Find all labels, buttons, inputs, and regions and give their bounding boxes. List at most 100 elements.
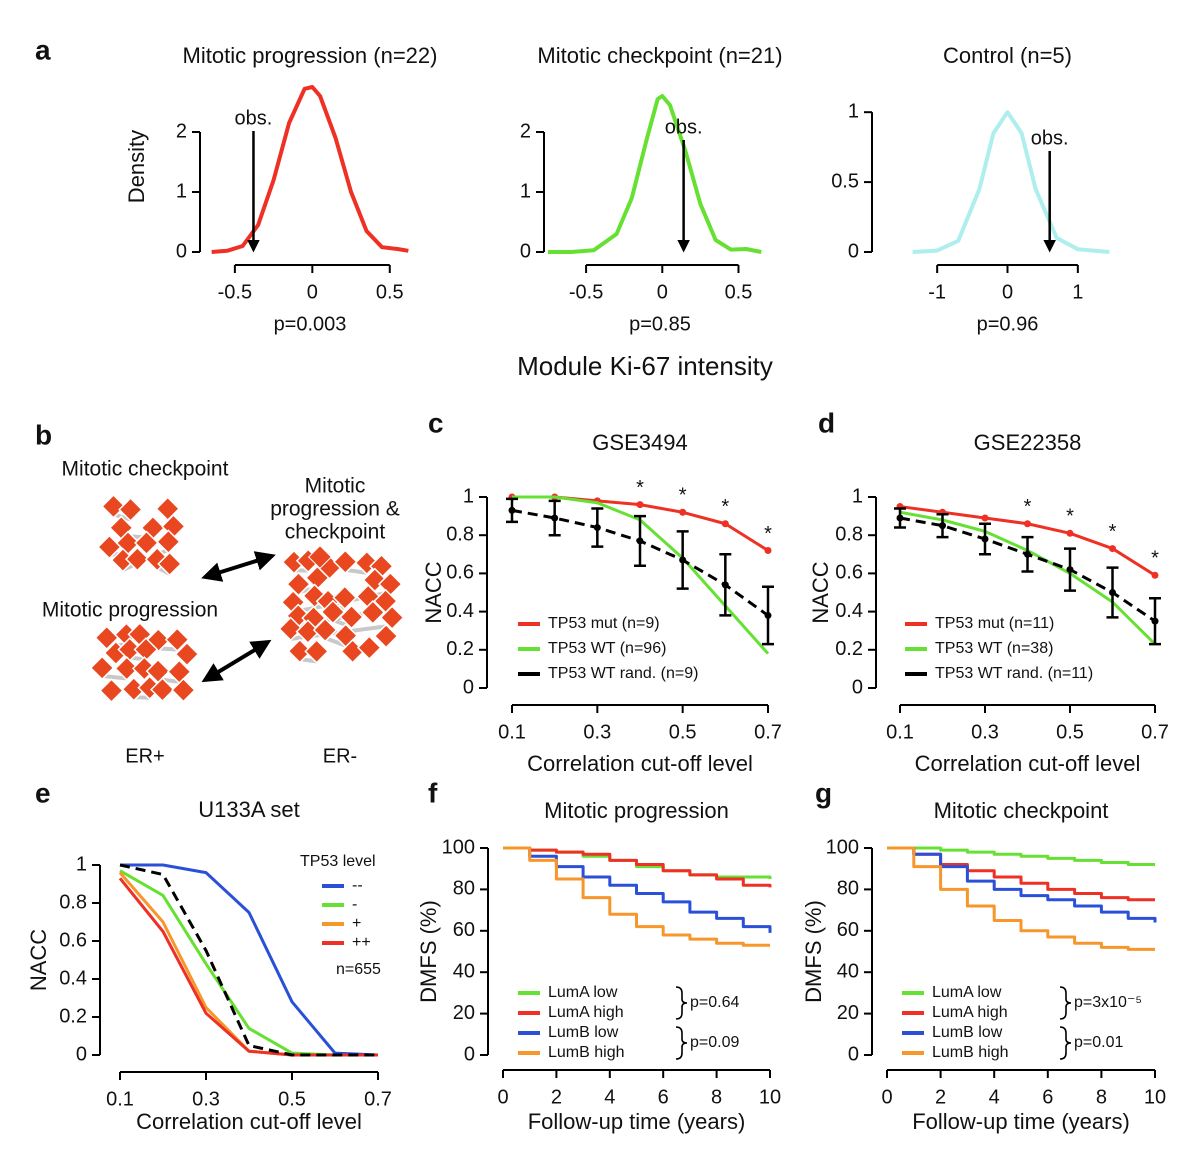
gene-node bbox=[99, 678, 124, 703]
legend-label: TP53 WT (n=96) bbox=[548, 640, 666, 657]
x-tick-label: 0 bbox=[497, 1086, 508, 1108]
chart-title: Mitotic progression (n=22) bbox=[183, 43, 438, 68]
chart-title: Mitotic checkpoint bbox=[934, 798, 1109, 823]
x-tick-label: 2 bbox=[935, 1086, 946, 1108]
x-tick-label: 0.5 bbox=[669, 721, 697, 743]
significance-label: * bbox=[636, 477, 644, 499]
significance-label: * bbox=[764, 523, 772, 545]
significance-label: * bbox=[1151, 548, 1159, 570]
y-tick-label: 0.4 bbox=[835, 600, 863, 622]
gene-node bbox=[118, 497, 143, 522]
y-tick-label: 60 bbox=[837, 919, 859, 941]
point bbox=[1151, 571, 1159, 579]
y-tick-label: 0 bbox=[464, 1043, 475, 1065]
panel: 0 0.2 0.4 0.6 0.8 1 0.1 0.3 0.5 0.7 GSE22358 d NACC C… bbox=[808, 407, 1169, 775]
gene-node bbox=[171, 677, 196, 703]
x-tick-label: 0 bbox=[881, 1086, 892, 1108]
x-tick-label: 0.3 bbox=[583, 721, 611, 743]
gene-node bbox=[166, 659, 192, 685]
gene-node bbox=[110, 547, 136, 573]
y-tick-label: 100 bbox=[442, 836, 475, 858]
y-tick-label: 1 bbox=[463, 485, 474, 507]
gene-node bbox=[174, 641, 200, 667]
x-tick-label: 0 bbox=[1002, 281, 1013, 303]
point bbox=[1024, 550, 1031, 558]
y-tick-label: 0.6 bbox=[446, 562, 474, 584]
x-tick-label: -0.5 bbox=[218, 281, 252, 303]
series-line bbox=[887, 846, 1155, 867]
significance-label: * bbox=[679, 485, 687, 507]
panel-letter: f bbox=[428, 777, 438, 808]
legend-label: LumA low bbox=[932, 984, 1002, 1001]
x-tick-label: 8 bbox=[1096, 1086, 1107, 1108]
x-tick-label: 4 bbox=[604, 1086, 615, 1108]
gene-node bbox=[97, 534, 122, 560]
point bbox=[679, 508, 687, 516]
legend-label: ++ bbox=[352, 934, 371, 951]
significance-label: * bbox=[1066, 506, 1074, 528]
gene-node bbox=[117, 637, 143, 662]
y-tick-label: 20 bbox=[453, 1002, 475, 1024]
series-line bbox=[912, 110, 1110, 254]
point bbox=[721, 520, 729, 528]
panel: 0 1 2 -0.5 0 0.5 Mitotic progression (n=22) a De… bbox=[35, 34, 437, 335]
y-tick-label: 0 bbox=[76, 1043, 87, 1065]
y-tick-label: 0.2 bbox=[446, 638, 474, 660]
y-axis-label: NACC bbox=[421, 561, 446, 623]
legend-label: TP53 mut (n=11) bbox=[935, 615, 1054, 632]
series-line bbox=[503, 846, 772, 888]
chart-title: U133A set bbox=[198, 797, 300, 822]
y-tick-label: 0.8 bbox=[835, 523, 863, 545]
panel-letter: d bbox=[818, 407, 835, 438]
panel-letter: c bbox=[428, 407, 444, 438]
gene-node bbox=[94, 625, 120, 651]
legend-label: + bbox=[352, 915, 361, 932]
x-axis-label: Correlation cut-off level bbox=[136, 1109, 362, 1134]
point bbox=[1151, 617, 1159, 625]
gene-node bbox=[157, 551, 183, 577]
series-line bbox=[503, 846, 770, 947]
x-axis-label: Follow-up time (years) bbox=[528, 1109, 746, 1134]
x-tick-label: 0.3 bbox=[192, 1088, 220, 1110]
y-tick-label: 1 bbox=[76, 853, 87, 875]
point bbox=[508, 506, 516, 514]
legend-label: LumA high bbox=[548, 1004, 624, 1021]
gene-node bbox=[312, 617, 338, 643]
p-value: p=0.85 bbox=[629, 313, 691, 335]
y-tick-label: 20 bbox=[837, 1002, 859, 1024]
gene-node bbox=[295, 619, 321, 644]
gene-node bbox=[287, 638, 313, 664]
y-tick-label: 0.2 bbox=[59, 1005, 87, 1027]
shared-x-label: Module Ki-67 intensity bbox=[517, 351, 773, 381]
point bbox=[1024, 520, 1031, 528]
gene-node bbox=[164, 627, 190, 653]
chart-title: GSE3494 bbox=[592, 430, 687, 455]
y-tick-label: 0.8 bbox=[446, 523, 474, 545]
legend-label: LumB high bbox=[548, 1044, 625, 1061]
x-tick-label: 0 bbox=[307, 281, 318, 303]
legend-label: TP53 mut (n=9) bbox=[548, 615, 660, 632]
gene-node bbox=[133, 637, 159, 662]
x-tick-label: 0.1 bbox=[498, 721, 526, 743]
legend-label: LumB low bbox=[932, 1024, 1003, 1041]
point bbox=[764, 546, 772, 554]
chart-title: GSE22358 bbox=[974, 430, 1082, 455]
series-line bbox=[887, 846, 1155, 951]
p-value: p=3x10⁻⁵ bbox=[1074, 994, 1142, 1011]
y-tick-label: 0 bbox=[848, 1043, 859, 1065]
x-tick-label: -1 bbox=[928, 281, 946, 303]
module-label: checkpoint bbox=[285, 521, 386, 544]
legend-title: TP53 level bbox=[300, 853, 376, 870]
panel: 0 0.5 1 -1 0 1 Control (n=5) obs. p=0.96 bbox=[831, 43, 1110, 335]
gene-node bbox=[134, 530, 159, 556]
legend-label: TP53 WT rand. (n=9) bbox=[548, 665, 698, 682]
y-tick-label: 0.5 bbox=[831, 170, 859, 192]
legend-label: LumB low bbox=[548, 1024, 619, 1041]
y-tick-label: 0.4 bbox=[59, 967, 87, 989]
module-label: Mitotic bbox=[305, 475, 366, 498]
y-tick-label: 1 bbox=[520, 180, 531, 202]
panel: 0 20 40 60 80 100 0 2 4 6 8 10 Mitotic checkpoint g DM… bbox=[801, 777, 1166, 1133]
y-tick-label: 1 bbox=[176, 180, 187, 202]
point bbox=[636, 501, 644, 509]
